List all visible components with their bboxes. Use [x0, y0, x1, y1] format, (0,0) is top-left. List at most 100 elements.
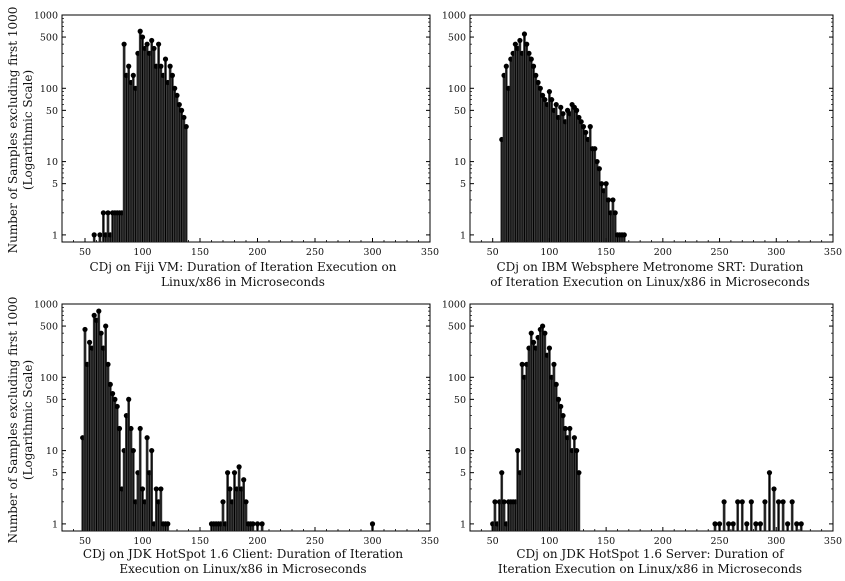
- y-tick-label: 50: [46, 395, 58, 406]
- histogram-point: [546, 345, 553, 351]
- histogram-point: [128, 425, 134, 432]
- histogram-point: [542, 97, 548, 103]
- histogram-point: [183, 124, 189, 130]
- y-tick-label: 500: [40, 322, 58, 333]
- histogram-point: [96, 308, 102, 314]
- histogram-point: [603, 181, 609, 187]
- y-tick-label: 100: [40, 84, 58, 95]
- histogram-point: [91, 232, 97, 238]
- histogram-panel-3: 50 100 150 200 250 300 350 1 5 10 50 100 500 1000 CDj …: [34, 300, 439, 577]
- y-tick-label: 500: [40, 33, 58, 44]
- histogram-point: [515, 447, 521, 454]
- y-axis-title-bottom-line2: (Logarithmic Scale): [21, 360, 35, 480]
- histogram-point: [254, 521, 261, 527]
- histogram-point: [558, 104, 564, 110]
- histogram-point: [587, 124, 593, 130]
- histogram-point: [730, 521, 736, 527]
- y-tick-label: 10: [46, 446, 58, 457]
- y-tick-label: 5: [52, 179, 58, 190]
- histogram-point: [560, 413, 566, 419]
- histogram-point: [144, 41, 150, 47]
- x-tick-label: 150: [597, 536, 615, 547]
- histogram-point: [97, 232, 103, 238]
- histogram-point: [259, 521, 265, 527]
- y-tick-label: 5: [460, 468, 466, 479]
- histogram-panel-2: 50 100 150 200 250 300 350 1 5 10 50 100 500 1000 CDj …: [442, 11, 842, 290]
- histogram-point: [785, 521, 791, 527]
- histogram-point: [126, 396, 132, 402]
- histogram-point: [535, 79, 541, 86]
- histogram-point: [528, 330, 534, 336]
- y-tick-label: 100: [448, 373, 466, 384]
- histogram-point: [739, 499, 745, 505]
- histogram-point: [236, 464, 242, 470]
- histogram-point: [537, 85, 543, 91]
- histogram-point: [110, 390, 116, 397]
- histogram-point: [540, 92, 546, 99]
- x-tick-label: 150: [597, 247, 615, 258]
- x-tick-label: 100: [133, 536, 151, 547]
- histogram-point: [530, 63, 537, 69]
- y-tick-label: 500: [448, 322, 466, 333]
- histogram-point: [748, 499, 754, 505]
- histogram-point: [735, 499, 741, 505]
- y-axis-title-top-line1: Number of Samples excluding first 1000: [6, 7, 20, 254]
- histogram-point: [149, 37, 155, 44]
- histogram-point: [780, 499, 786, 505]
- x-tick-label: 150: [191, 247, 209, 258]
- y-axis-title-bottom-line1: Number of Samples excluding first 1000: [6, 297, 20, 544]
- histogram-point: [775, 499, 782, 505]
- histogram-point: [137, 28, 143, 34]
- histogram-point: [519, 361, 525, 367]
- histogram-point: [789, 499, 795, 505]
- histogram-point: [243, 499, 249, 505]
- y-tick-label: 1: [52, 230, 58, 241]
- histogram-point: [151, 45, 157, 52]
- x-tick-label: 200: [654, 247, 672, 258]
- histogram-point: [567, 425, 573, 432]
- x-tick-label: 50: [79, 536, 91, 547]
- x-tick-label: 200: [248, 247, 266, 258]
- histogram-point: [158, 63, 164, 69]
- histogram-point: [721, 499, 727, 505]
- x-tick-label: 200: [654, 536, 672, 547]
- y-tick-label: 500: [448, 33, 466, 44]
- histogram-point: [549, 97, 555, 103]
- y-tick-label: 5: [52, 468, 58, 479]
- histogram-panel-4: 50 100 150 200 250 300 350 1 5 10 50 100 500 1000 CDj …: [442, 300, 842, 577]
- x-tick-label: 150: [191, 536, 209, 547]
- x-tick-label: 200: [248, 536, 266, 547]
- histogram-point: [369, 521, 376, 527]
- plot-frame: [61, 14, 431, 243]
- histogram-point: [162, 56, 169, 62]
- histogram-point: [165, 521, 171, 527]
- x-axis-label-line1: CDj on Fiji VM: Duration of Iteration Ex…: [89, 260, 396, 274]
- y-tick-label: 1: [460, 230, 466, 241]
- x-tick-label: 100: [540, 536, 558, 547]
- histogram-point: [225, 470, 231, 476]
- x-axis-label-line1: CDj on JDK HotSpot 1.6 Client: Duration …: [83, 547, 403, 561]
- histogram-point: [116, 425, 123, 432]
- histogram-point: [517, 37, 523, 44]
- histogram-point: [753, 521, 759, 527]
- histogram-point: [503, 63, 509, 69]
- histogram-point: [130, 72, 136, 78]
- histogram-point: [766, 470, 773, 476]
- histogram-point: [605, 197, 611, 203]
- histogram-point: [167, 63, 173, 69]
- histogram-point: [596, 166, 602, 172]
- histogram-point: [220, 499, 226, 505]
- histogram-point: [526, 50, 532, 56]
- histogram-point: [540, 323, 546, 329]
- x-tick-label: 350: [421, 247, 439, 258]
- histogram-point: [592, 146, 598, 152]
- y-tick-label: 1000: [34, 300, 58, 311]
- histogram-point: [137, 425, 143, 432]
- histogram-point: [533, 72, 539, 78]
- x-tick-label: 50: [487, 247, 499, 258]
- histogram-point: [524, 41, 530, 47]
- histogram-point: [574, 447, 580, 454]
- histogram-point: [227, 486, 233, 492]
- histogram-point: [576, 470, 582, 476]
- histogram-point: [574, 107, 580, 113]
